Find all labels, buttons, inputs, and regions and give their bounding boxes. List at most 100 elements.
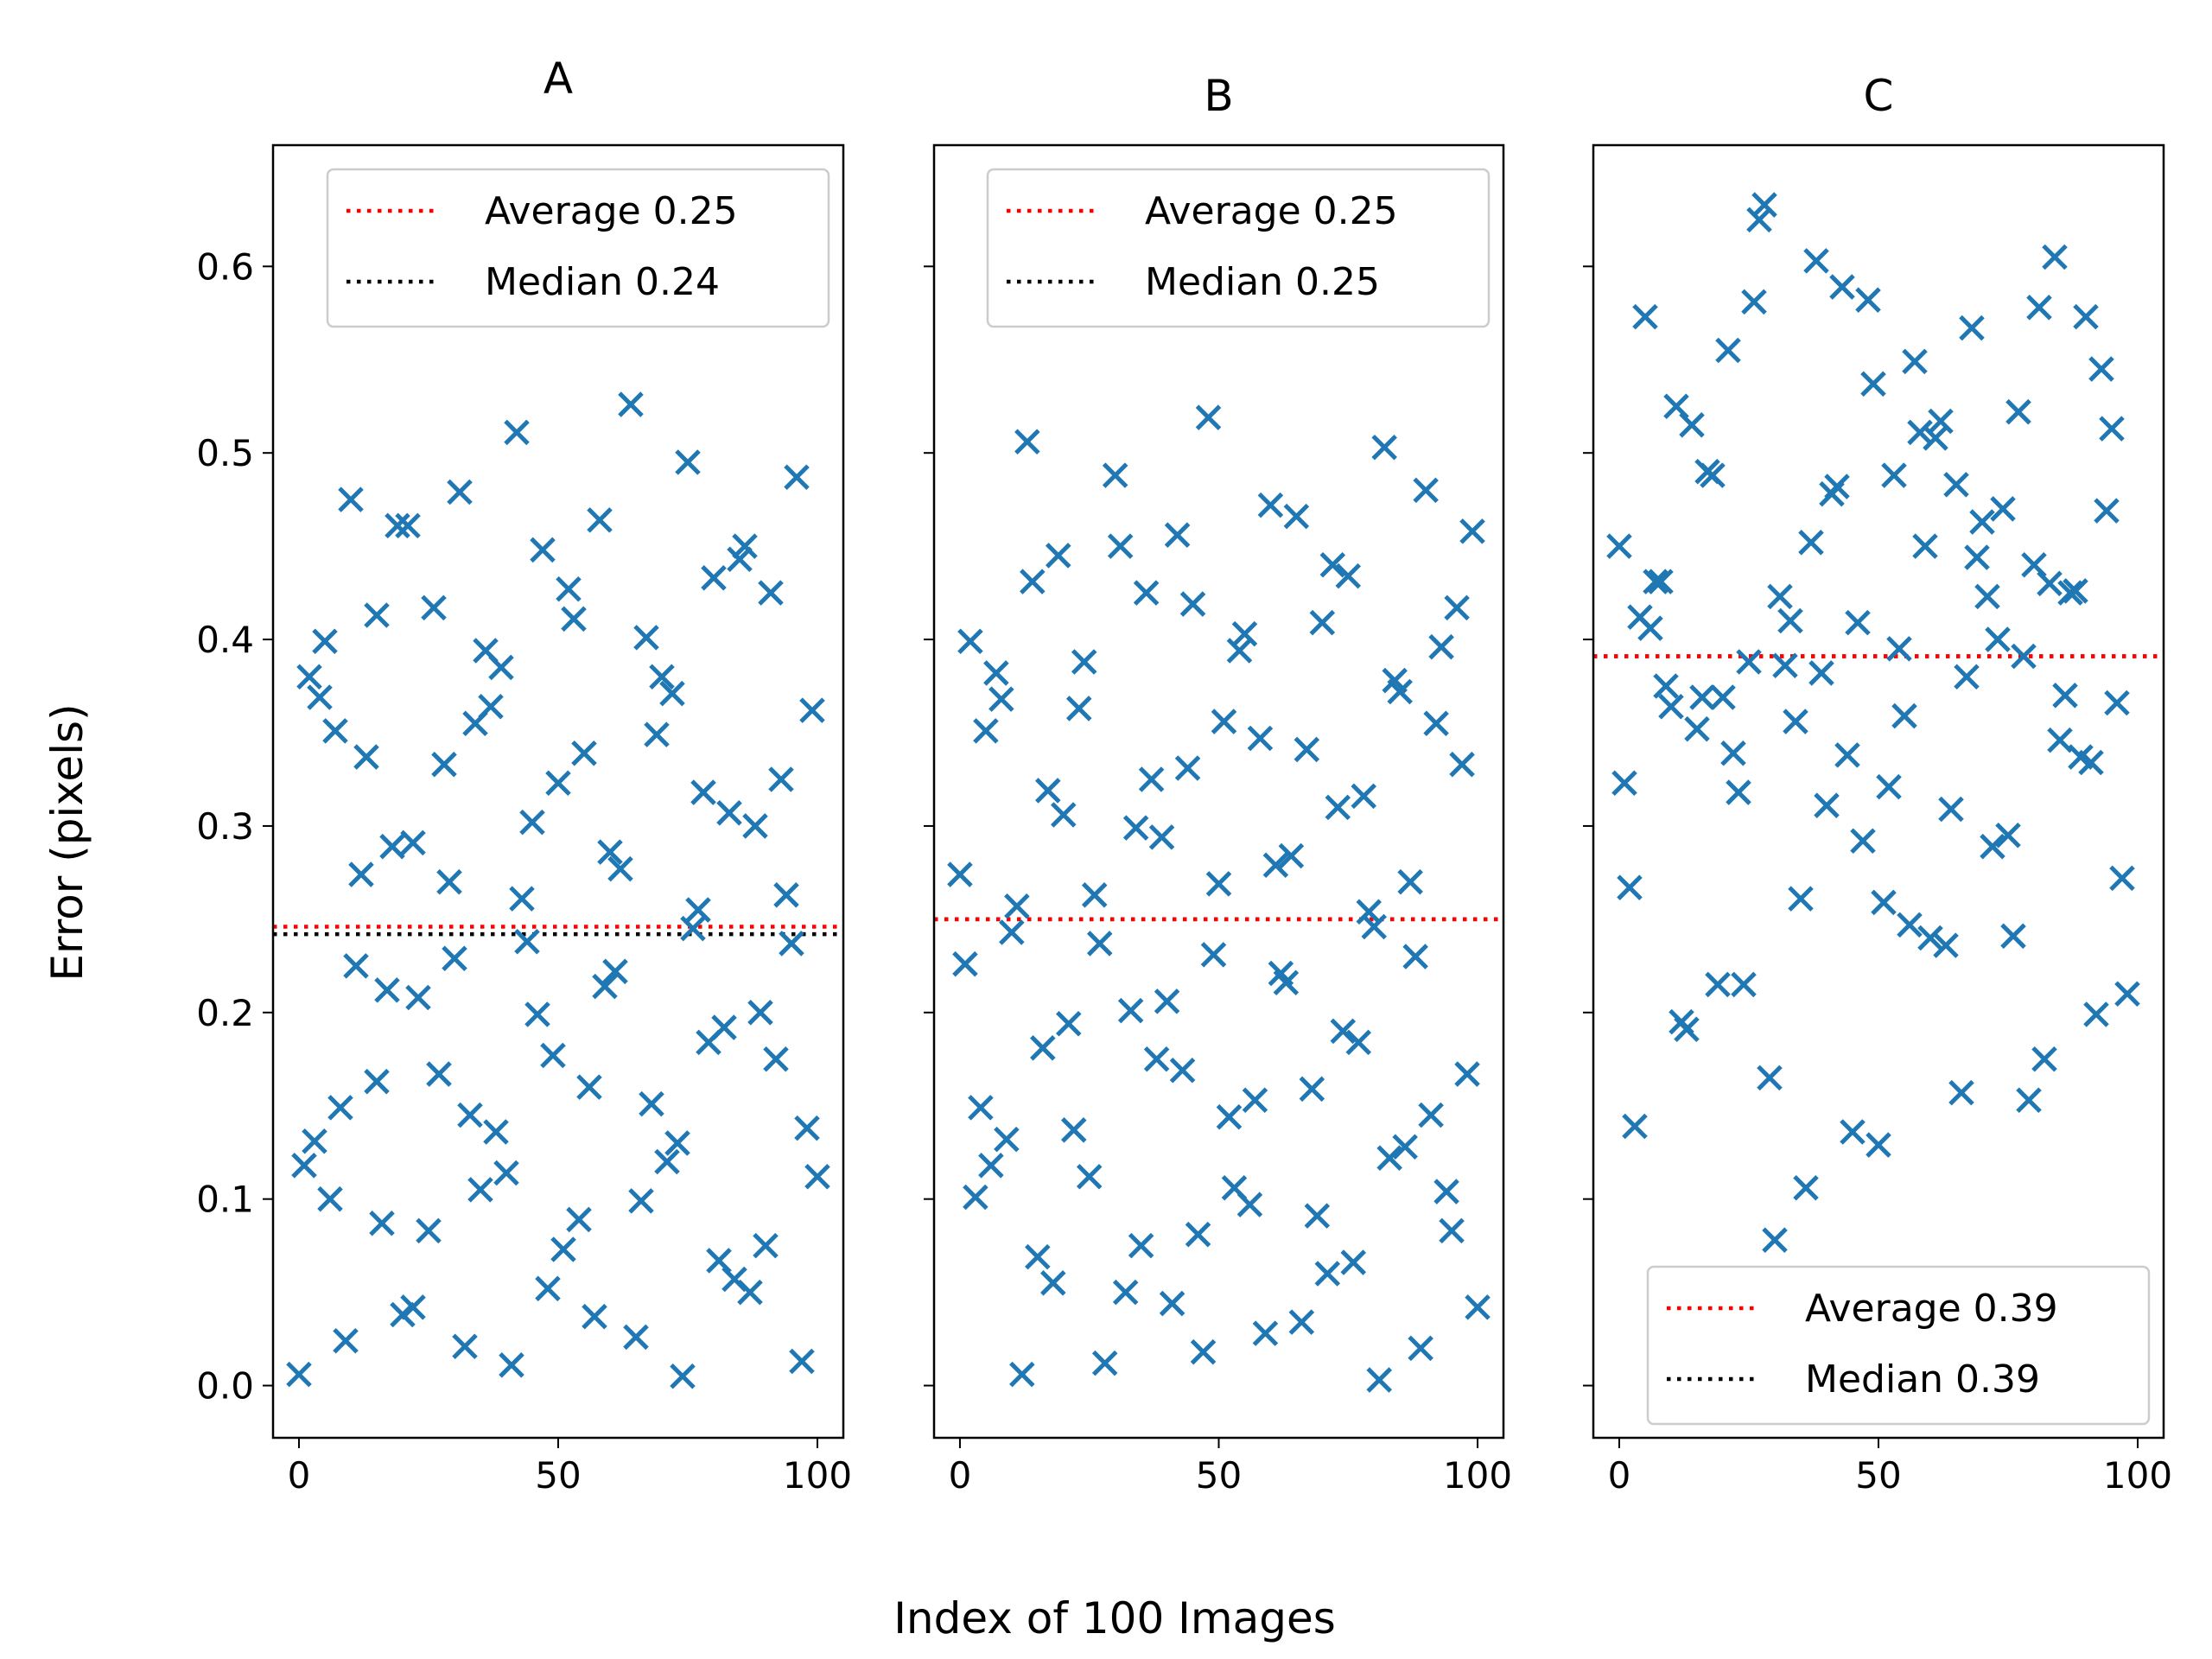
data-point: [1824, 474, 1850, 499]
data-point: [1465, 1294, 1491, 1320]
data-point: [1648, 569, 1674, 594]
data-point: [1319, 551, 1346, 578]
data-point: [1897, 912, 1923, 938]
data-point: [1128, 1232, 1154, 1259]
data-point: [1866, 1132, 1891, 1158]
subplots: A 0 50 100 0.0 0.1 0.2 0.3 0.4 0.5 0.6 Average 0.25…: [196, 54, 2172, 1497]
data-point: [587, 507, 613, 533]
data-point: [763, 1046, 789, 1072]
data-point: [1850, 828, 1876, 854]
data-point: [1980, 833, 2005, 860]
data-point: [1689, 684, 1715, 710]
data-point: [1185, 1221, 1211, 1248]
data-point: [2063, 578, 2088, 604]
data-point: [1710, 684, 1736, 710]
data-point: [1948, 1079, 1974, 1106]
data-point: [1829, 274, 1855, 300]
data-point: [1959, 315, 1985, 341]
legend-median-label: Median 0.25: [1145, 260, 1380, 304]
y-tick-label: 0.2: [196, 992, 254, 1034]
data-point: [467, 1177, 493, 1203]
data-point: [514, 929, 540, 955]
data-point: [768, 766, 794, 792]
data-point: [670, 1363, 696, 1389]
data-point: [1076, 1164, 1103, 1190]
data-point: [1423, 710, 1449, 736]
panel-a: A 0 50 100 0.0 0.1 0.2 0.3 0.4 0.5 0.6 Average 0.25…: [196, 54, 852, 1497]
data-point: [1247, 725, 1274, 752]
data-point: [1051, 802, 1077, 828]
data-point: [322, 718, 348, 744]
data-point: [1402, 944, 1428, 969]
data-point: [1606, 533, 1632, 559]
data-point: [680, 915, 706, 942]
data-point: [421, 594, 447, 621]
legend-box: [986, 168, 1491, 328]
data-point: [1169, 1057, 1196, 1084]
data-point: [602, 958, 628, 985]
data-point: [1943, 472, 1969, 498]
data-point: [1726, 779, 1751, 805]
data-point: [701, 565, 727, 591]
panel-a-title: A: [543, 54, 573, 104]
data-point: [1736, 649, 1762, 675]
data-point: [400, 1294, 426, 1320]
data-point: [2011, 643, 2037, 670]
data-point: [1117, 997, 1144, 1024]
data-point: [1299, 1076, 1325, 1103]
data-point: [2037, 570, 2063, 597]
x-tick-label: 0: [1608, 1454, 1631, 1497]
data-point: [1335, 563, 1362, 589]
data-point: [1969, 509, 1995, 535]
data-point: [1757, 1065, 1783, 1091]
data-point: [1834, 742, 1860, 768]
data-point: [333, 1327, 359, 1354]
data-point: [405, 984, 431, 1011]
data-point: [1643, 569, 1669, 594]
data-point: [2026, 295, 2052, 321]
data-point: [1751, 192, 1777, 218]
data-point: [1030, 1035, 1056, 1061]
data-point: [286, 1361, 312, 1388]
data-point: [1325, 794, 1351, 821]
data-point: [711, 1014, 737, 1040]
data-point: [483, 1119, 509, 1145]
data-point: [1923, 425, 1948, 451]
data-point: [1314, 1261, 1341, 1287]
y-tick-label: 0.4: [196, 619, 254, 661]
data-point: [385, 512, 410, 539]
data-point: [488, 654, 514, 681]
data-point: [1351, 783, 1377, 810]
data-point: [1376, 1145, 1402, 1171]
data-point: [1200, 942, 1227, 968]
data-point: [690, 779, 716, 805]
data-point: [1433, 1179, 1459, 1205]
data-point: [1808, 660, 1834, 686]
data-point: [509, 886, 535, 912]
data-point: [1459, 518, 1485, 544]
data-point: [1164, 522, 1191, 548]
data-point: [1454, 1061, 1480, 1087]
data-point: [1772, 652, 1798, 679]
data-point: [644, 721, 670, 747]
data-point: [1387, 678, 1413, 705]
data-point: [1190, 1338, 1217, 1365]
data-point: [524, 1001, 550, 1027]
data-point: [1803, 248, 1829, 274]
data-point: [561, 606, 587, 632]
data-point: [654, 1148, 680, 1175]
data-point: [1091, 1350, 1118, 1376]
data-point: [576, 1074, 602, 1100]
data-point: [1262, 852, 1289, 879]
data-point: [1933, 932, 1959, 958]
data-point: [716, 800, 742, 826]
legend-average-label: Average 0.25: [1145, 189, 1398, 233]
data-point: [535, 1275, 561, 1302]
data-point: [988, 686, 1014, 712]
data-point: [2114, 981, 2140, 1007]
data-point: [947, 861, 973, 887]
data-point: [804, 1164, 830, 1190]
data-point: [1891, 702, 1917, 729]
data-point: [1720, 740, 1746, 766]
